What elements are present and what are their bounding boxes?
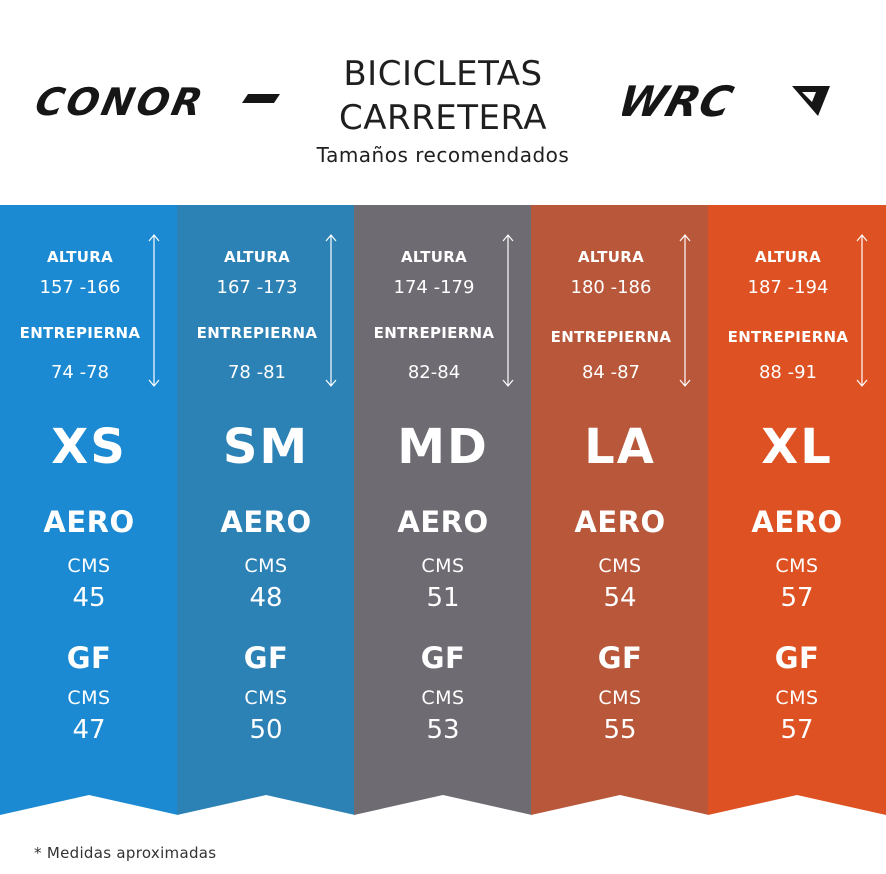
conor-logo: CONOR <box>36 84 280 120</box>
inseam-value: 74 -78 <box>50 362 110 383</box>
size-column-xl: ALTURA 187 -194 ENTREPIERNA 88 -91 XL AE… <box>708 205 886 815</box>
inseam-label: ENTREPIERNA <box>196 324 318 342</box>
inseam-label: ENTREPIERNA <box>373 324 495 342</box>
svg-text:WRC: WRC <box>622 80 739 122</box>
gf-label: GF <box>597 641 643 675</box>
inseam-value: 82-84 <box>407 362 461 383</box>
aero-cms-label: CMS <box>244 555 288 577</box>
height-value: 180 -186 <box>570 277 652 298</box>
aero-cms-label: CMS <box>421 555 465 577</box>
size-column-la: ALTURA 180 -186 ENTREPIERNA 84 -87 LA AE… <box>531 205 709 815</box>
double-arrow-icon <box>856 234 868 387</box>
title-line-1: BICICLETAS <box>343 54 543 94</box>
size-column-sm: ALTURA 167 -173 ENTREPIERNA 78 -81 SM AE… <box>177 205 355 815</box>
inseam-label: ENTREPIERNA <box>19 324 141 342</box>
gf-cms-label: CMS <box>421 687 465 709</box>
size-code: XS <box>51 419 127 475</box>
height-value: 157 -166 <box>39 277 121 298</box>
double-arrow-icon <box>325 234 337 387</box>
aero-label: AERO <box>43 505 135 539</box>
aero-cms-value: 57 <box>780 583 814 613</box>
aero-label: AERO <box>220 505 312 539</box>
aero-cms-label: CMS <box>775 555 819 577</box>
inseam-value: 88 -91 <box>758 362 818 383</box>
double-arrow-icon <box>679 234 691 387</box>
inseam-value: 78 -81 <box>227 362 287 383</box>
inseam-label: ENTREPIERNA <box>727 328 849 346</box>
size-code: MD <box>397 419 489 475</box>
gf-cms-value: 53 <box>426 715 460 745</box>
height-label: ALTURA <box>46 248 114 266</box>
aero-cms-value: 45 <box>72 583 106 613</box>
column-banner <box>354 205 532 815</box>
gf-cms-label: CMS <box>67 687 111 709</box>
gf-cms-label: CMS <box>775 687 819 709</box>
size-code: SM <box>222 419 310 475</box>
size-code: XL <box>761 419 833 475</box>
height-label: ALTURA <box>400 248 468 266</box>
double-arrow-icon <box>502 234 514 387</box>
gf-cms-value: 57 <box>780 715 814 745</box>
aero-label: AERO <box>751 505 843 539</box>
column-banner <box>531 205 709 815</box>
aero-cms-value: 54 <box>603 583 637 613</box>
svg-text:CONOR: CONOR <box>36 84 209 120</box>
size-column-xs: ALTURA 157 -166 ENTREPIERNA 74 -78 XS AE… <box>0 205 178 815</box>
gf-cms-value: 55 <box>603 715 637 745</box>
height-value: 167 -173 <box>216 277 298 298</box>
footnote: * Medidas aproximadas <box>34 844 217 862</box>
aero-label: AERO <box>397 505 489 539</box>
header: CONOR WRC BICICLETAS CARRETERA Tamaños r… <box>0 0 886 205</box>
size-columns: ALTURA 157 -166 ENTREPIERNA 74 -78 XS AE… <box>0 205 886 815</box>
column-banner <box>0 205 178 815</box>
gf-label: GF <box>774 641 820 675</box>
gf-cms-label: CMS <box>244 687 288 709</box>
double-arrow-icon <box>148 234 160 387</box>
size-code: LA <box>584 419 656 475</box>
gf-label: GF <box>420 641 466 675</box>
gf-cms-label: CMS <box>598 687 642 709</box>
aero-cms-value: 51 <box>426 583 460 613</box>
height-value: 174 -179 <box>393 277 475 298</box>
size-column-md: ALTURA 174 -179 ENTREPIERNA 82-84 MD AER… <box>354 205 532 815</box>
height-value: 187 -194 <box>747 277 829 298</box>
aero-cms-label: CMS <box>67 555 111 577</box>
height-label: ALTURA <box>223 248 291 266</box>
gf-label: GF <box>243 641 289 675</box>
column-banner <box>708 205 886 815</box>
inseam-label: ENTREPIERNA <box>550 328 672 346</box>
aero-cms-value: 48 <box>249 583 283 613</box>
title-line-2: CARRETERA <box>339 98 547 138</box>
subtitle: Tamaños recomendados <box>316 143 570 167</box>
aero-label: AERO <box>574 505 666 539</box>
aero-cms-label: CMS <box>598 555 642 577</box>
wrc-logo: WRC <box>622 80 830 122</box>
height-label: ALTURA <box>577 248 645 266</box>
inseam-value: 84 -87 <box>581 362 641 383</box>
column-banner <box>177 205 355 815</box>
gf-cms-value: 50 <box>249 715 283 745</box>
gf-cms-value: 47 <box>72 715 106 745</box>
height-label: ALTURA <box>754 248 822 266</box>
gf-label: GF <box>66 641 112 675</box>
